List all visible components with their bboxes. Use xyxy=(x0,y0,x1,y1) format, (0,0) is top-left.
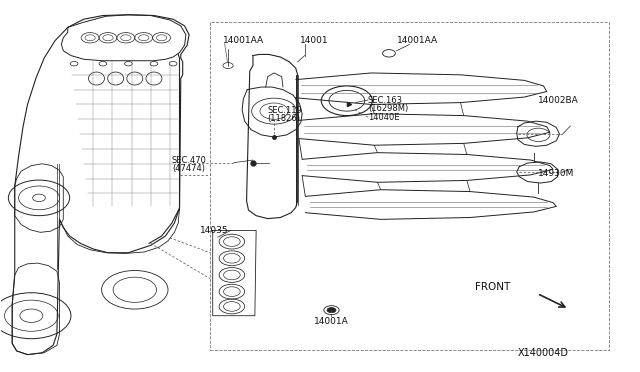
Text: SEC.163: SEC.163 xyxy=(368,96,403,105)
Text: (47474): (47474) xyxy=(172,164,205,173)
Text: SEC.119: SEC.119 xyxy=(268,106,302,115)
Text: (16298M): (16298M) xyxy=(368,104,408,113)
Text: SEC.470: SEC.470 xyxy=(172,155,207,164)
Circle shape xyxy=(327,308,336,313)
Text: X140004D: X140004D xyxy=(518,348,569,358)
Text: 14001A: 14001A xyxy=(314,317,349,326)
Text: 14001AA: 14001AA xyxy=(397,36,438,45)
Text: FRONT: FRONT xyxy=(474,282,510,292)
Text: 14035: 14035 xyxy=(200,226,228,235)
Text: 14001AA: 14001AA xyxy=(223,36,264,45)
Text: 14002BA: 14002BA xyxy=(538,96,579,105)
Text: 14040E: 14040E xyxy=(368,113,399,122)
Bar xyxy=(210,22,609,350)
Text: (11826): (11826) xyxy=(268,114,301,123)
Text: 14930M: 14930M xyxy=(538,169,575,177)
Text: 14001: 14001 xyxy=(300,36,328,45)
